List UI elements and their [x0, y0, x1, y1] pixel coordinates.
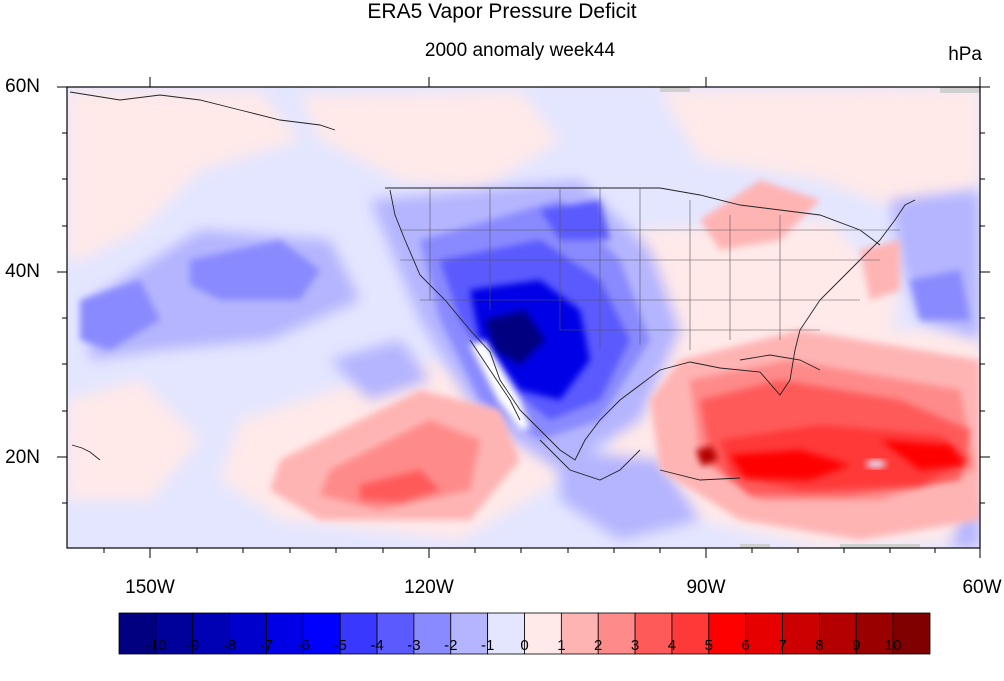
lat-ticks [57, 86, 990, 504]
colorbar-swatch [413, 612, 452, 655]
colorbar-swatch [855, 612, 894, 655]
colorbar-swatch [819, 612, 857, 655]
colorbar-swatch [782, 612, 820, 655]
colorbar-label: 5 [704, 637, 713, 654]
colorbar-label: -5 [333, 637, 347, 654]
colorbar-swatch [560, 612, 599, 655]
lon-ticks [103, 77, 981, 558]
colorbar-label: 0 [520, 637, 529, 654]
colorbar-label: -10 [145, 637, 167, 654]
colorbar-swatch [634, 612, 673, 655]
colorbar-label: 8 [815, 637, 824, 654]
colorbar-label: 7 [778, 637, 787, 654]
colorbar-swatch [450, 612, 489, 655]
colorbar-label: 9 [852, 637, 861, 654]
colorbar-label: -1 [480, 637, 495, 654]
colorbar-swatch [892, 612, 931, 655]
colorbar-label: -7 [259, 637, 274, 654]
colorbar-label: -6 [296, 637, 310, 654]
colorbar-swatch [118, 612, 157, 655]
colorbar-swatch [266, 612, 304, 655]
colorbar-label: 6 [741, 637, 750, 654]
colorbar [118, 612, 931, 655]
colorbar-label: 4 [667, 637, 677, 654]
lat-tick-label-20n: 20N [5, 447, 40, 468]
colorbar-swatch [597, 612, 636, 655]
colorbar-swatch [192, 612, 230, 655]
colorbar-label: -2 [444, 637, 458, 654]
lat-tick-label-40n: 40N [5, 261, 40, 282]
lon-tick-label-120w: 120W [404, 577, 454, 598]
colorbar-label: -8 [222, 637, 237, 654]
colorbar-label: 2 [594, 637, 603, 654]
colorbar-label: 10 [884, 637, 902, 654]
colorbar-swatch [671, 612, 710, 655]
lon-tick-label-90w: 90W [686, 577, 726, 598]
coastline-layer [69, 91, 916, 481]
colorbar-swatch [339, 612, 378, 655]
chart-title: ERA5 Vapor Pressure Deficit [367, 0, 637, 23]
lon-tick-label-150w: 150W [125, 577, 175, 598]
state-borders [400, 188, 900, 350]
colorbar-label: -9 [186, 637, 200, 654]
chart-subtitle: 2000 anomaly week44 [424, 40, 616, 61]
colorbar-label: -3 [407, 637, 421, 654]
colorbar-label: -4 [370, 637, 384, 654]
colorbar-swatch [524, 612, 562, 655]
lon-tick-label-60w: 60W [962, 577, 1002, 598]
colorbar-label: 1 [557, 637, 566, 654]
colorbar-swatch [229, 612, 267, 655]
anomaly-field [67, 87, 980, 548]
colorbar-swatch [745, 612, 783, 655]
units-label: hPa [948, 44, 982, 65]
lat-tick-label-60n: 60N [5, 76, 40, 97]
colorbar-label: 3 [630, 637, 640, 654]
